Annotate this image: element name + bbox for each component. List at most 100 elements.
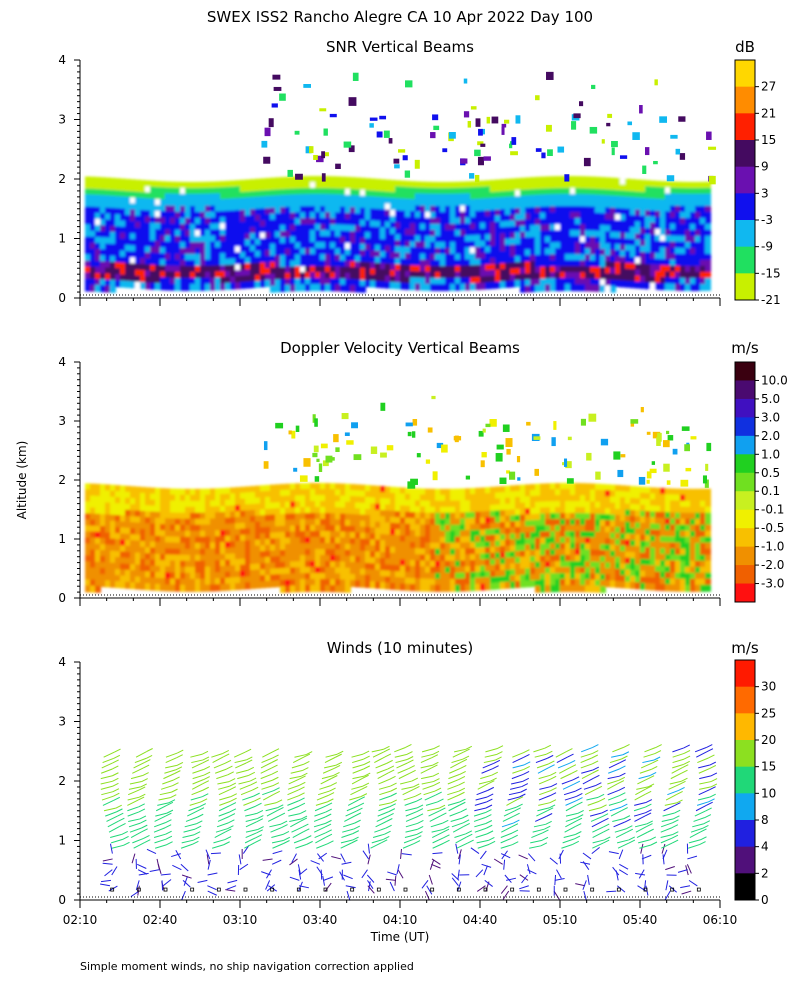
heatmap-cell <box>235 565 241 573</box>
heatmap-cell <box>270 273 276 281</box>
heatmap-cell <box>680 271 686 279</box>
heatmap-cell <box>530 490 536 498</box>
heatmap-cells <box>85 482 711 593</box>
heatmap-cell <box>105 201 111 209</box>
heatmap-cell <box>665 584 671 592</box>
heatmap-cell <box>435 241 441 249</box>
heatmap-cell <box>380 197 386 205</box>
heatmap-cell <box>650 270 656 278</box>
heatmap-cell <box>280 495 286 503</box>
heatmap-cell <box>605 213 611 221</box>
heatmap-cell <box>360 508 366 516</box>
heatmap-cell <box>650 559 656 567</box>
echo-cell <box>305 146 312 154</box>
heatmap-cell <box>650 577 656 585</box>
heatmap-cell <box>100 261 106 269</box>
heatmap-cell <box>640 239 646 247</box>
heatmap-cell <box>185 506 191 514</box>
heatmap-cell <box>270 502 276 510</box>
heatmap-cell <box>355 532 361 540</box>
heatmap-cell <box>235 517 241 525</box>
heatmap-cell <box>150 282 156 290</box>
heatmap-cell <box>350 490 356 498</box>
heatmap-cell <box>365 202 371 210</box>
heatmap-cell <box>240 582 246 590</box>
heatmap-cell <box>660 193 666 201</box>
heatmap-cell <box>575 272 581 280</box>
echo-cell <box>299 475 308 482</box>
heatmap-cell <box>125 569 131 577</box>
heatmap-cell <box>235 577 241 585</box>
heatmap-cell <box>190 548 196 556</box>
heatmap-cell <box>585 519 591 527</box>
heatmap-cell <box>385 558 391 566</box>
heatmap-cell <box>265 220 271 228</box>
heatmap-cell <box>660 265 666 273</box>
heatmap-cell <box>105 273 111 281</box>
heatmap-cell <box>190 283 196 291</box>
heatmap-cell <box>585 555 591 563</box>
heatmap-cell <box>505 232 511 240</box>
heatmap-cell <box>130 516 136 524</box>
heatmap-cell <box>590 194 596 202</box>
heatmap-cell <box>160 223 166 231</box>
heatmap-cell <box>535 549 541 557</box>
heatmap-cell <box>450 524 456 532</box>
heatmap-cell <box>395 487 401 495</box>
heatmap-cell <box>155 216 161 224</box>
heatmap-cell <box>435 584 441 592</box>
heatmap-cell <box>360 502 366 510</box>
heatmap-cell <box>640 516 646 524</box>
heatmap-cell <box>255 280 261 288</box>
heatmap-cell <box>170 241 176 249</box>
heatmap-cell <box>260 503 266 511</box>
heatmap-cell <box>275 496 281 504</box>
heatmap-cell <box>140 516 146 524</box>
heatmap-cell <box>620 563 626 571</box>
heatmap-cell <box>105 219 111 227</box>
heatmap-cell <box>640 245 646 253</box>
heatmap-cell <box>170 199 176 207</box>
heatmap-cell <box>340 567 346 575</box>
heatmap-cell <box>665 500 671 508</box>
heatmap-cell <box>440 199 446 207</box>
echo-cell <box>309 146 314 154</box>
heatmap-cell <box>340 561 346 569</box>
heatmap-cell <box>450 488 456 496</box>
heatmap-cell <box>255 545 261 553</box>
heatmap-cell <box>250 527 256 535</box>
heatmap-cell <box>705 524 711 532</box>
heatmap-cell <box>370 178 376 186</box>
heatmap-cell <box>495 275 501 283</box>
heatmap-cell <box>140 552 146 560</box>
heatmap-cell <box>390 498 396 506</box>
heatmap-cell <box>675 530 681 538</box>
heatmap-cell <box>630 269 636 277</box>
heatmap-cell <box>525 285 531 293</box>
heatmap-cell <box>415 211 421 219</box>
heatmap-cell <box>490 504 496 512</box>
heatmap-cell <box>420 181 426 189</box>
heatmap-cell <box>365 521 371 529</box>
heatmap-cell <box>170 259 176 267</box>
echo-cell <box>535 95 540 101</box>
heatmap-cell <box>375 196 381 204</box>
heatmap-cell <box>650 186 656 194</box>
heatmap-cell <box>150 529 156 537</box>
heatmap-cell <box>425 181 431 189</box>
heatmap-cell <box>435 247 441 255</box>
heatmap-cell <box>640 486 646 494</box>
heatmap-cell <box>180 241 186 249</box>
heatmap-cell <box>355 213 361 221</box>
heatmap-cell <box>195 542 201 550</box>
heatmap-cell <box>500 558 506 566</box>
heatmap-cell <box>160 542 166 550</box>
heatmap-cell <box>400 264 406 272</box>
heatmap-cell <box>575 507 581 515</box>
heatmap-cell <box>500 540 506 548</box>
heatmap-cell <box>185 181 191 189</box>
heatmap-cell <box>190 500 196 508</box>
heatmap-cell <box>555 230 561 238</box>
heatmap-cell <box>675 494 681 502</box>
heatmap-cell <box>555 218 561 226</box>
